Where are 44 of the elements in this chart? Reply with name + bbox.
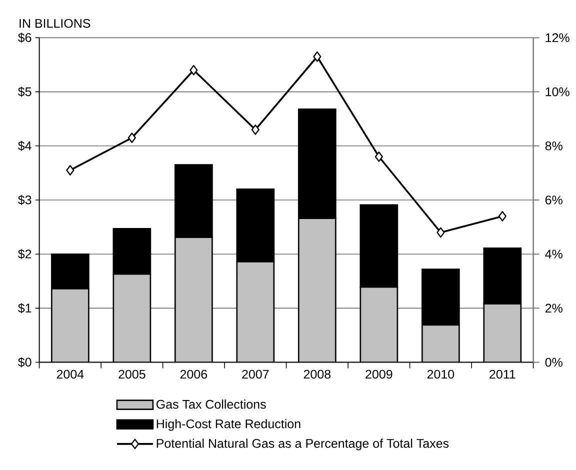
- point: [190, 64, 198, 76]
- y2-tick-label: 2%: [545, 304, 562, 313]
- bar: [421, 324, 460, 362]
- point: [66, 165, 74, 176]
- y-tick-label: $2: [18, 249, 32, 260]
- y2-tick-label: 6%: [545, 196, 562, 204]
- y2-tick-label: 10%: [546, 87, 570, 96]
- x-tick-label: 2007: [242, 370, 269, 379]
- y2-tick-label: 4%: [545, 250, 562, 258]
- bar: [421, 268, 460, 326]
- bar: [298, 218, 336, 362]
- point: [498, 211, 506, 222]
- bar: [483, 303, 522, 362]
- y2-tick-label: 0%: [545, 358, 562, 367]
- legend-label: Potential Natural Gas as a Percentage of Total Taxes: [156, 438, 449, 450]
- point: [313, 51, 322, 62]
- bar: [51, 288, 90, 362]
- y-tick-label: $1: [18, 303, 32, 314]
- point: [251, 124, 260, 135]
- legend-label: Gas Tax Collections: [156, 400, 266, 409]
- bar: [112, 273, 152, 362]
- x-tick-label: 2008: [304, 370, 331, 379]
- legend-label: High-Cost Rate Reduction: [156, 419, 300, 431]
- y-tick-label: $5: [18, 86, 32, 97]
- point: [436, 227, 445, 238]
- bar: [112, 228, 152, 275]
- x-tick-label: 2004: [56, 370, 84, 379]
- y-tick-label: $3: [18, 194, 32, 206]
- x-tick-label: 2011: [490, 370, 516, 379]
- point: [128, 132, 136, 143]
- x-tick-label: 2010: [427, 370, 454, 379]
- y-tick-label: $6: [18, 32, 32, 43]
- y2-tick-label: 12%: [546, 33, 570, 42]
- bar: [360, 286, 398, 362]
- y-tick-label: $0: [18, 357, 32, 368]
- x-tick-label: 2005: [118, 370, 146, 379]
- bar: [236, 261, 275, 362]
- point: [374, 152, 383, 162]
- x-tick-label: 2006: [180, 370, 208, 379]
- y-axis-title: IN BILLIONS: [20, 18, 90, 28]
- bar: [174, 236, 213, 362]
- x-tick-label: 2009: [366, 370, 392, 379]
- y-tick-label: $4: [18, 140, 32, 151]
- y2-tick-label: 8%: [545, 141, 562, 150]
